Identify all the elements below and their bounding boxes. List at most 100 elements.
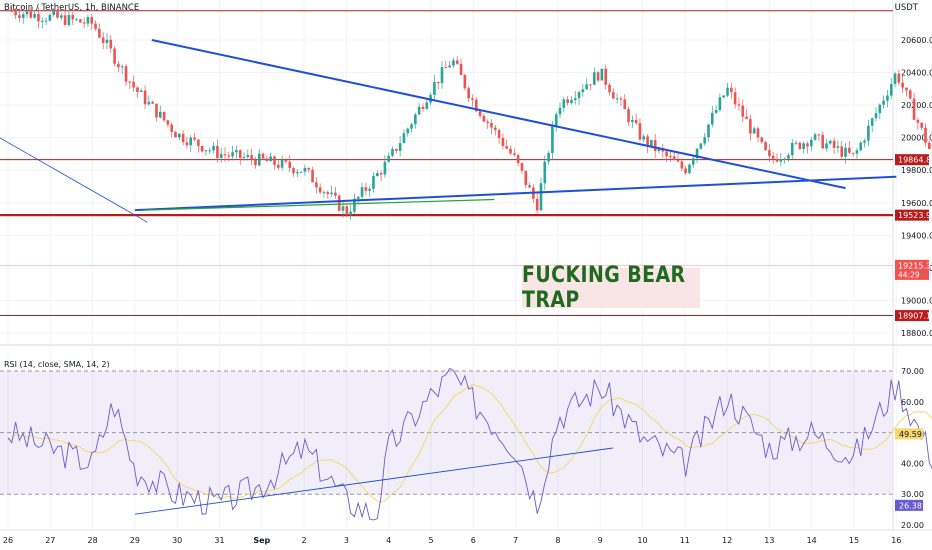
candle-body (94, 23, 97, 29)
candle-body (874, 113, 878, 119)
candle-body (657, 147, 661, 151)
candle-body (353, 198, 356, 212)
trendline-early (0, 137, 148, 223)
candle-body (920, 122, 923, 128)
candle-body (650, 139, 653, 147)
candle-body (151, 101, 154, 104)
candle-body (101, 37, 105, 43)
candle-body (349, 211, 352, 215)
candle-body (585, 84, 588, 90)
x-tick-label: 15 (849, 536, 859, 545)
candle-body (158, 111, 162, 118)
candle-body (120, 66, 124, 68)
candle-body (592, 72, 596, 85)
candle-body (18, 15, 21, 18)
price-tick-label: 19600.00 (901, 199, 932, 208)
candle-body (794, 142, 798, 144)
candle-body (672, 156, 676, 161)
rsi-label-bg (895, 499, 923, 511)
candle-body (513, 153, 516, 156)
candle-body (509, 148, 512, 154)
candle-body (924, 127, 927, 143)
x-tick-label: 13 (764, 536, 774, 545)
candle-body (752, 128, 756, 134)
price-tick-label: 19000.00 (901, 296, 932, 305)
candle-body (360, 187, 364, 197)
x-tick-label: 29 (130, 536, 140, 545)
candle-body (806, 143, 809, 147)
x-tick-label: 31 (214, 536, 224, 545)
candle-body (733, 92, 737, 105)
candle-body (809, 139, 813, 147)
candle-body (307, 167, 311, 170)
candle-body (653, 139, 657, 151)
x-tick-label: 16 (891, 536, 901, 545)
rsi-tick-label: 60.00 (901, 398, 924, 407)
candle-body (37, 14, 40, 22)
rsi-value-label: 26.38 (899, 501, 922, 510)
price-tick-label: 20400.00 (901, 69, 932, 78)
rsi-line (7, 367, 932, 521)
candle-body (908, 90, 912, 99)
price-label: 19864.82 (898, 156, 932, 165)
rsi-value-label: 49.59 (899, 430, 922, 439)
candle-body (322, 192, 326, 194)
rsi-trendline (134, 447, 613, 515)
price-label-bg (895, 154, 929, 166)
candle-body (497, 130, 501, 139)
candle-body (436, 81, 440, 84)
price-tick-label: 20600.00 (901, 36, 932, 45)
candle-body (604, 68, 607, 85)
candle-body (368, 188, 371, 191)
candle-body (859, 142, 863, 151)
candle-body (212, 145, 215, 151)
candle-body (821, 134, 824, 149)
candle-body (927, 142, 931, 149)
candle-body (707, 124, 710, 138)
x-tick-label: Sep (253, 536, 270, 545)
candle-body (680, 161, 684, 169)
candle-body (573, 98, 577, 101)
candle-body (688, 164, 691, 174)
x-tick-label: 6 (471, 536, 476, 545)
candle-body (829, 140, 832, 144)
candle-body (459, 63, 463, 75)
candle-body (86, 17, 90, 24)
candle-body (893, 73, 897, 84)
candle-body (63, 15, 67, 25)
candle-body (539, 183, 543, 211)
candle-body (551, 126, 554, 154)
candle-body (440, 67, 444, 84)
candle-body (870, 118, 874, 126)
candle-body (109, 39, 113, 49)
candle-body (341, 206, 345, 211)
candle-body (155, 103, 158, 118)
candle-body (174, 131, 177, 138)
candle-body (798, 142, 802, 149)
candle-body (59, 15, 63, 18)
candle-body (21, 14, 25, 18)
candle-body (204, 150, 208, 152)
price-label: 18907.16 (898, 312, 932, 321)
candle-body (269, 156, 272, 162)
candle-body (684, 168, 687, 174)
candle-body (200, 146, 204, 152)
candle-body (703, 137, 706, 144)
candle-body (44, 20, 48, 22)
x-tick-label: 4 (386, 536, 391, 545)
price-label-bg (895, 310, 929, 322)
candle-body (836, 146, 840, 148)
candle-body (901, 82, 904, 88)
candle-body (570, 100, 573, 103)
price-tick-label: 20000.00 (901, 134, 932, 143)
candle-body (288, 161, 292, 168)
candle-body (417, 106, 421, 115)
candle-body (912, 98, 916, 120)
candle-body (257, 153, 261, 166)
candle-body (208, 150, 212, 152)
candle-body (25, 11, 29, 15)
annotation-text: FUCKING BEAR TRAP (522, 263, 701, 313)
candle-body (345, 206, 349, 215)
candle-body (284, 159, 288, 162)
